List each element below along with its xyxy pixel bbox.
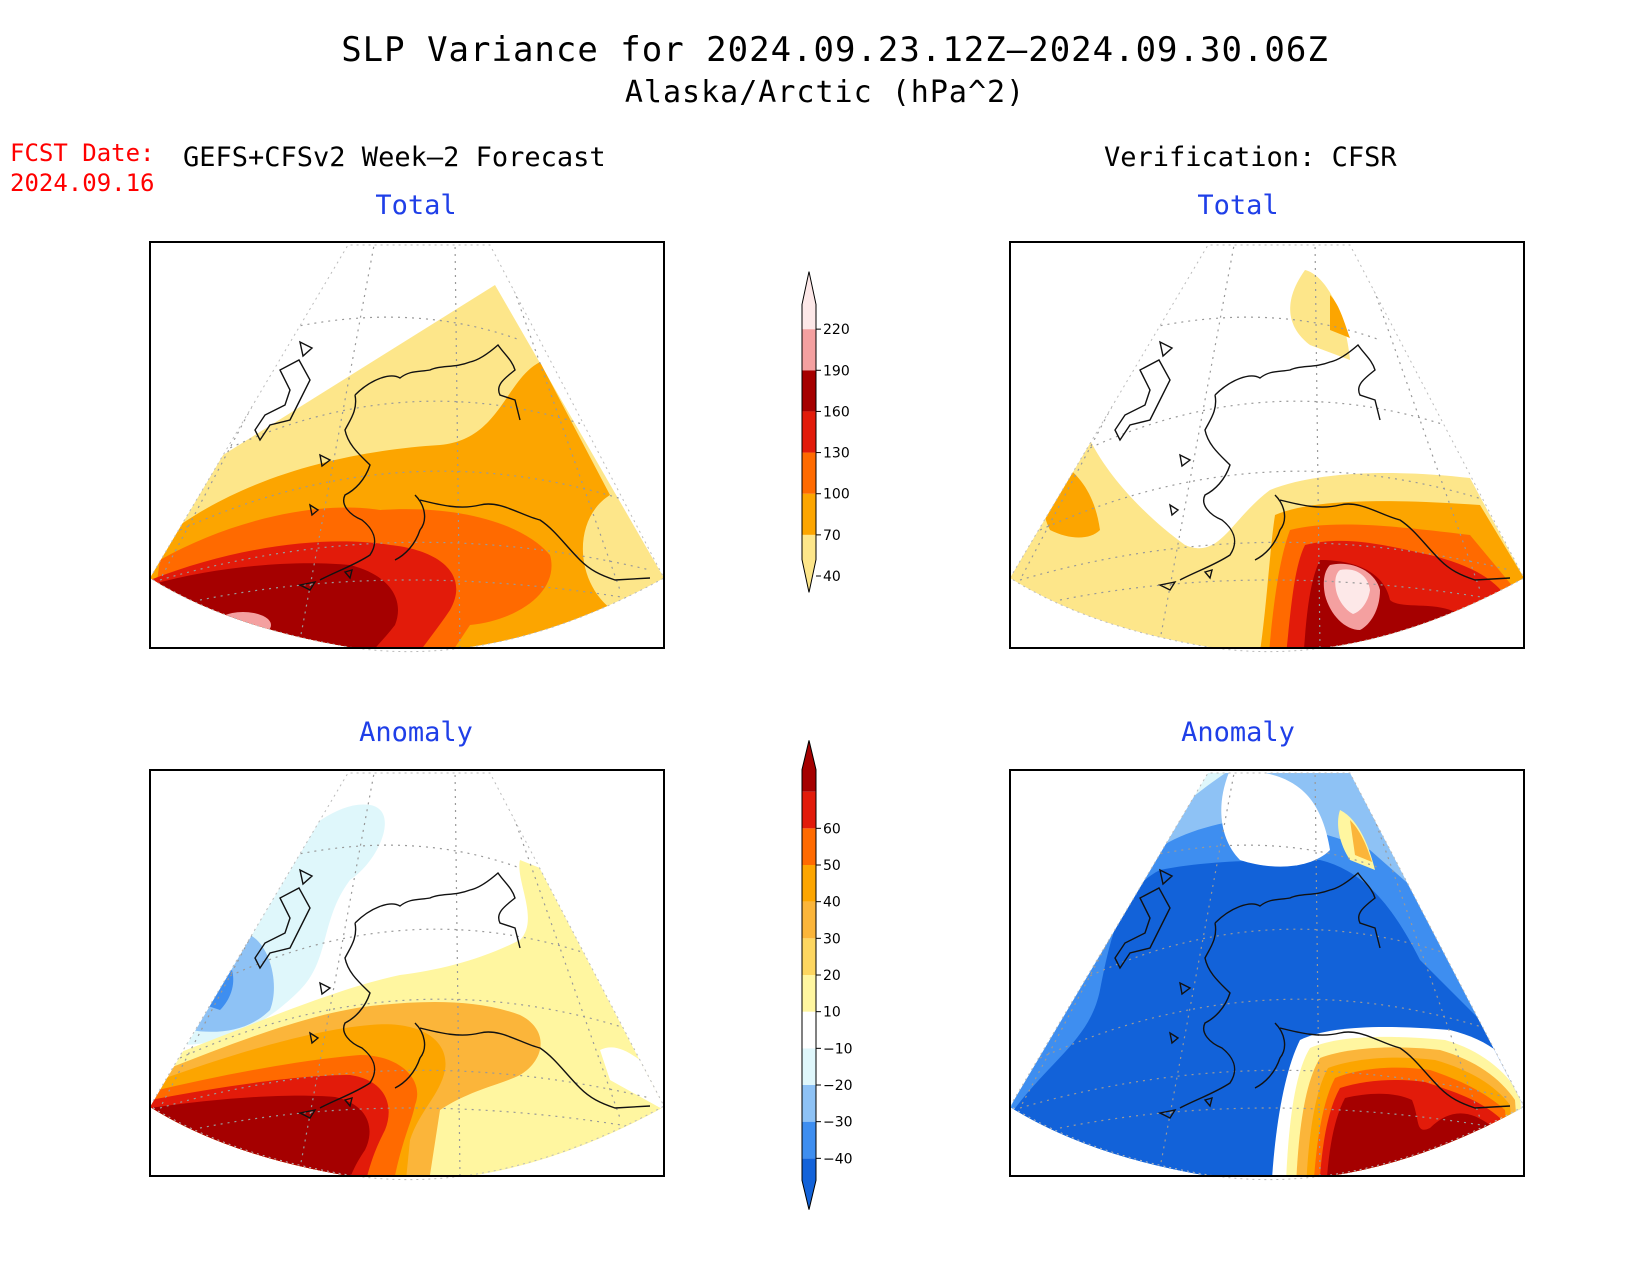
- graticule-line: [1059, 1107, 1501, 1129]
- fcst-date-block: FCST Date: 2024.09.16: [10, 138, 155, 198]
- coastline: [254, 868, 651, 1119]
- anomaly-colorbar-swatch: [802, 740, 816, 792]
- graticule-line: [1019, 541, 1511, 581]
- forecast-anomaly-map: [150, 804, 664, 1176]
- total-colorbar-tick-label: 160: [823, 404, 850, 420]
- graticule-line: [299, 773, 376, 1169]
- anomaly-colorbar-tick-label: −10: [823, 1041, 853, 1057]
- anomaly-colorbar-swatch: [802, 791, 816, 829]
- forecast-anomaly-title: Anomaly: [359, 717, 473, 748]
- graticule-line: [1039, 998, 1486, 1059]
- forecast-total-map: [150, 285, 664, 648]
- total-colorbar-swatch: [802, 411, 816, 453]
- coastline: [1114, 868, 1511, 1119]
- anomaly-colorbar-swatch: [802, 975, 816, 1012]
- total-colorbar-swatch: [802, 370, 816, 412]
- anomaly-colorbar-tick-label: 40: [823, 895, 841, 911]
- graticule-line: [1159, 773, 1236, 1169]
- forecast-column-title: GEFS+CFSv2 Week–2 Forecast: [183, 142, 606, 173]
- anomaly-colorbar-swatch: [802, 938, 816, 975]
- graticule-line: [199, 579, 641, 601]
- fcst-date-value: 2024.09.16: [10, 169, 155, 197]
- map-overlays: [149, 241, 1525, 1181]
- total-colorbar-swatch: [802, 452, 816, 494]
- verification-total-frame: [1009, 241, 1525, 649]
- graticule-line: [299, 245, 376, 641]
- verification-total-title: Total: [1197, 190, 1279, 221]
- total-colorbar-tick-label: 220: [823, 322, 850, 338]
- total-colorbar-tick-label: 70: [823, 528, 841, 544]
- forecast-anomaly-frame: [149, 769, 665, 1177]
- total-colorbar-tick-label: 40: [823, 569, 841, 585]
- graticule-line: [159, 1069, 651, 1109]
- anomaly-colorbar: −40 −30 −20 −10 10 20 30 40 50 60: [801, 740, 853, 1210]
- anomaly-colorbar-swatch: [802, 1048, 816, 1085]
- domain-edge: [149, 772, 665, 1181]
- domain-edge: [149, 244, 665, 653]
- graticule-line: [179, 470, 626, 531]
- total-colorbar-swatch: [802, 271, 816, 330]
- main-title: SLP Variance for 2024.09.23.12Z–2024.09.…: [341, 30, 1329, 70]
- total-colorbar-swatch: [802, 329, 816, 371]
- anomaly-colorbar-tick-label: 20: [823, 968, 841, 984]
- verification-anomaly-title: Anomaly: [1181, 717, 1295, 748]
- total-colorbar-tick-label: 130: [823, 446, 850, 462]
- anomaly-colorbar-outline: [801, 740, 817, 1210]
- total-colorbar-tick-label: 190: [823, 363, 850, 379]
- forecast-total-overlay: [149, 241, 665, 653]
- anomaly-colorbar-tick-label: −40: [823, 1151, 853, 1167]
- anomaly-colorbar-swatch: [802, 1011, 816, 1049]
- graticule-line: [1059, 579, 1501, 601]
- anomaly-colorbar-swatch: [802, 901, 816, 939]
- anomaly-colorbar-swatch: [802, 865, 816, 902]
- graticule-line: [1019, 1069, 1511, 1109]
- main-subtitle: Alaska/Arctic (hPa^2): [624, 75, 1026, 110]
- domain-edge: [1009, 244, 1525, 653]
- anomaly-colorbar-tick-label: 60: [823, 821, 841, 837]
- coastline: [1114, 340, 1511, 591]
- verification-anomaly-frame: [1009, 769, 1525, 1177]
- anomaly-colorbar-swatch: [802, 828, 816, 865]
- graticule-line: [199, 1107, 641, 1129]
- anomaly-colorbar-tick-label: −30: [823, 1115, 853, 1131]
- forecast-total-frame: [149, 241, 665, 649]
- domain-edge: [1009, 772, 1525, 1181]
- anomaly-colorbar-tick-label: 10: [823, 1005, 841, 1021]
- total-colorbar-tick-label: 100: [823, 487, 850, 503]
- anomaly-colorbar-tick-label: −20: [823, 1078, 853, 1094]
- graticule-line: [159, 541, 651, 581]
- graticule-line: [1064, 400, 1461, 461]
- anomaly-colorbar-swatch: [802, 1085, 816, 1122]
- total-colorbar-outline: [801, 271, 817, 593]
- forecast-total-title: Total: [375, 190, 457, 221]
- anomaly-colorbar-tick-label: 30: [823, 931, 841, 947]
- graticule-line: [179, 998, 626, 1059]
- fcst-date-label: FCST Date:: [10, 139, 155, 167]
- anomaly-colorbar-swatch: [802, 1121, 816, 1159]
- anomaly-colorbar-tick-label: 50: [823, 858, 841, 874]
- total-colorbar: 40 70 100 130 160 190 220: [801, 271, 850, 593]
- verification-column-title: Verification: CFSR: [1104, 142, 1397, 173]
- verification-total-map: [1010, 270, 1524, 648]
- coastline: [254, 340, 651, 591]
- total-colorbar-swatch: [802, 493, 816, 535]
- graticule-line: [1039, 470, 1486, 531]
- anomaly-colorbar-swatch: [802, 1158, 816, 1210]
- total-colorbar-swatch: [802, 534, 816, 593]
- graticule-line: [1159, 245, 1236, 641]
- verification-total-overlay: [1009, 241, 1525, 653]
